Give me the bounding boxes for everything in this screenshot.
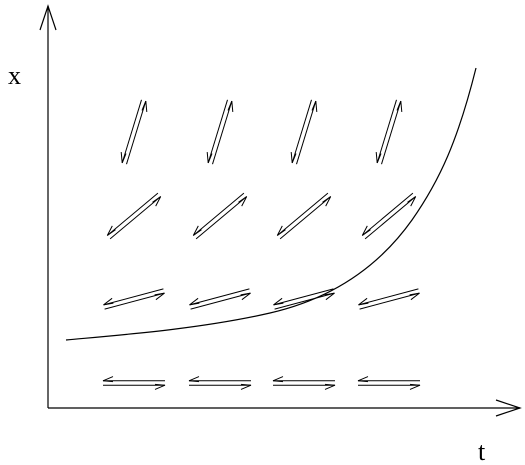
arrow-shaft-backward bbox=[358, 288, 419, 306]
field-arrow bbox=[273, 288, 335, 310]
arrow-shaft-backward bbox=[207, 99, 228, 164]
vertical-axis-arrowhead bbox=[39, 4, 57, 31]
field-arrow bbox=[188, 376, 252, 390]
arrow-shaft-backward bbox=[273, 288, 334, 306]
arrow-head-backward bbox=[106, 225, 116, 236]
arrow-head-backward bbox=[273, 297, 284, 306]
arrow-shaft-backward bbox=[376, 99, 397, 164]
arrow-shaft-backward bbox=[189, 288, 250, 306]
arrow-head-backward bbox=[206, 152, 213, 164]
arrow-shaft-backward bbox=[103, 288, 164, 306]
field-arrow bbox=[106, 192, 162, 240]
arrow-head-forward bbox=[409, 292, 420, 301]
arrow-head-forward bbox=[141, 100, 148, 112]
arrow-shaft-backward bbox=[361, 192, 414, 236]
arrow-shaft-forward bbox=[279, 196, 332, 240]
arrow-head-backward bbox=[358, 297, 369, 306]
x-axis-label: t bbox=[478, 437, 486, 465]
arrow-head-forward bbox=[154, 292, 165, 301]
arrow-shaft-backward bbox=[106, 192, 159, 236]
arrow-head-forward bbox=[152, 196, 162, 207]
arrow-head-backward bbox=[272, 376, 284, 383]
direction-field bbox=[102, 99, 421, 390]
horizontal-axis-arrowhead bbox=[495, 399, 522, 417]
arrow-head-backward bbox=[102, 376, 114, 383]
axes bbox=[39, 4, 522, 417]
solution-curve bbox=[65, 67, 477, 341]
arrow-head-forward bbox=[324, 383, 336, 390]
arrow-head-forward bbox=[409, 383, 421, 390]
arrow-head-forward bbox=[322, 196, 332, 207]
arrow-shaft-forward bbox=[364, 196, 417, 240]
arrow-head-forward bbox=[227, 100, 234, 112]
field-arrow bbox=[375, 99, 403, 165]
arrow-shaft-forward bbox=[104, 292, 165, 310]
arrow-head-backward bbox=[192, 225, 202, 236]
arrow-head-forward bbox=[240, 383, 252, 390]
arrow-head-backward bbox=[357, 376, 369, 383]
arrow-head-backward bbox=[290, 152, 297, 164]
field-arrow bbox=[290, 99, 318, 165]
field-arrow bbox=[272, 376, 336, 390]
arrow-shaft-forward bbox=[296, 100, 317, 165]
field-arrow bbox=[276, 192, 332, 240]
field-arrow bbox=[361, 192, 417, 240]
field-arrow bbox=[357, 376, 421, 390]
arrow-shaft-forward bbox=[109, 196, 162, 240]
arrow-shaft-forward bbox=[126, 100, 147, 165]
field-arrow bbox=[102, 376, 166, 390]
field-arrow bbox=[358, 288, 420, 310]
arrow-shaft-forward bbox=[190, 292, 251, 310]
y-axis-label: x bbox=[8, 61, 21, 90]
arrow-shaft-backward bbox=[291, 99, 312, 164]
arrow-head-backward bbox=[189, 297, 200, 306]
arrow-head-forward bbox=[240, 292, 251, 301]
arrow-head-backward bbox=[361, 225, 371, 236]
field-arrow bbox=[120, 99, 148, 165]
field-arrow bbox=[103, 288, 165, 310]
field-arrow bbox=[192, 192, 248, 240]
arrow-head-backward bbox=[120, 152, 127, 164]
arrow-head-forward bbox=[238, 196, 248, 207]
arrow-shaft-forward bbox=[274, 292, 335, 310]
arrow-shaft-forward bbox=[195, 196, 248, 240]
field-arrow bbox=[206, 99, 234, 165]
arrow-shaft-forward bbox=[359, 292, 420, 310]
arrow-head-forward bbox=[324, 292, 335, 301]
arrow-head-backward bbox=[188, 376, 200, 383]
arrow-head-forward bbox=[407, 196, 417, 207]
arrow-shaft-forward bbox=[381, 100, 402, 165]
arrow-shaft-backward bbox=[276, 192, 329, 236]
arrow-head-forward bbox=[396, 100, 403, 112]
arrow-head-forward bbox=[154, 383, 166, 390]
arrow-shaft-forward bbox=[212, 100, 233, 165]
arrow-head-backward bbox=[276, 225, 286, 236]
arrow-head-backward bbox=[103, 297, 114, 306]
field-arrow bbox=[189, 288, 251, 310]
arrow-shaft-backward bbox=[121, 99, 142, 164]
arrow-shaft-backward bbox=[192, 192, 245, 236]
arrow-head-backward bbox=[375, 152, 382, 164]
arrow-head-forward bbox=[311, 100, 318, 112]
